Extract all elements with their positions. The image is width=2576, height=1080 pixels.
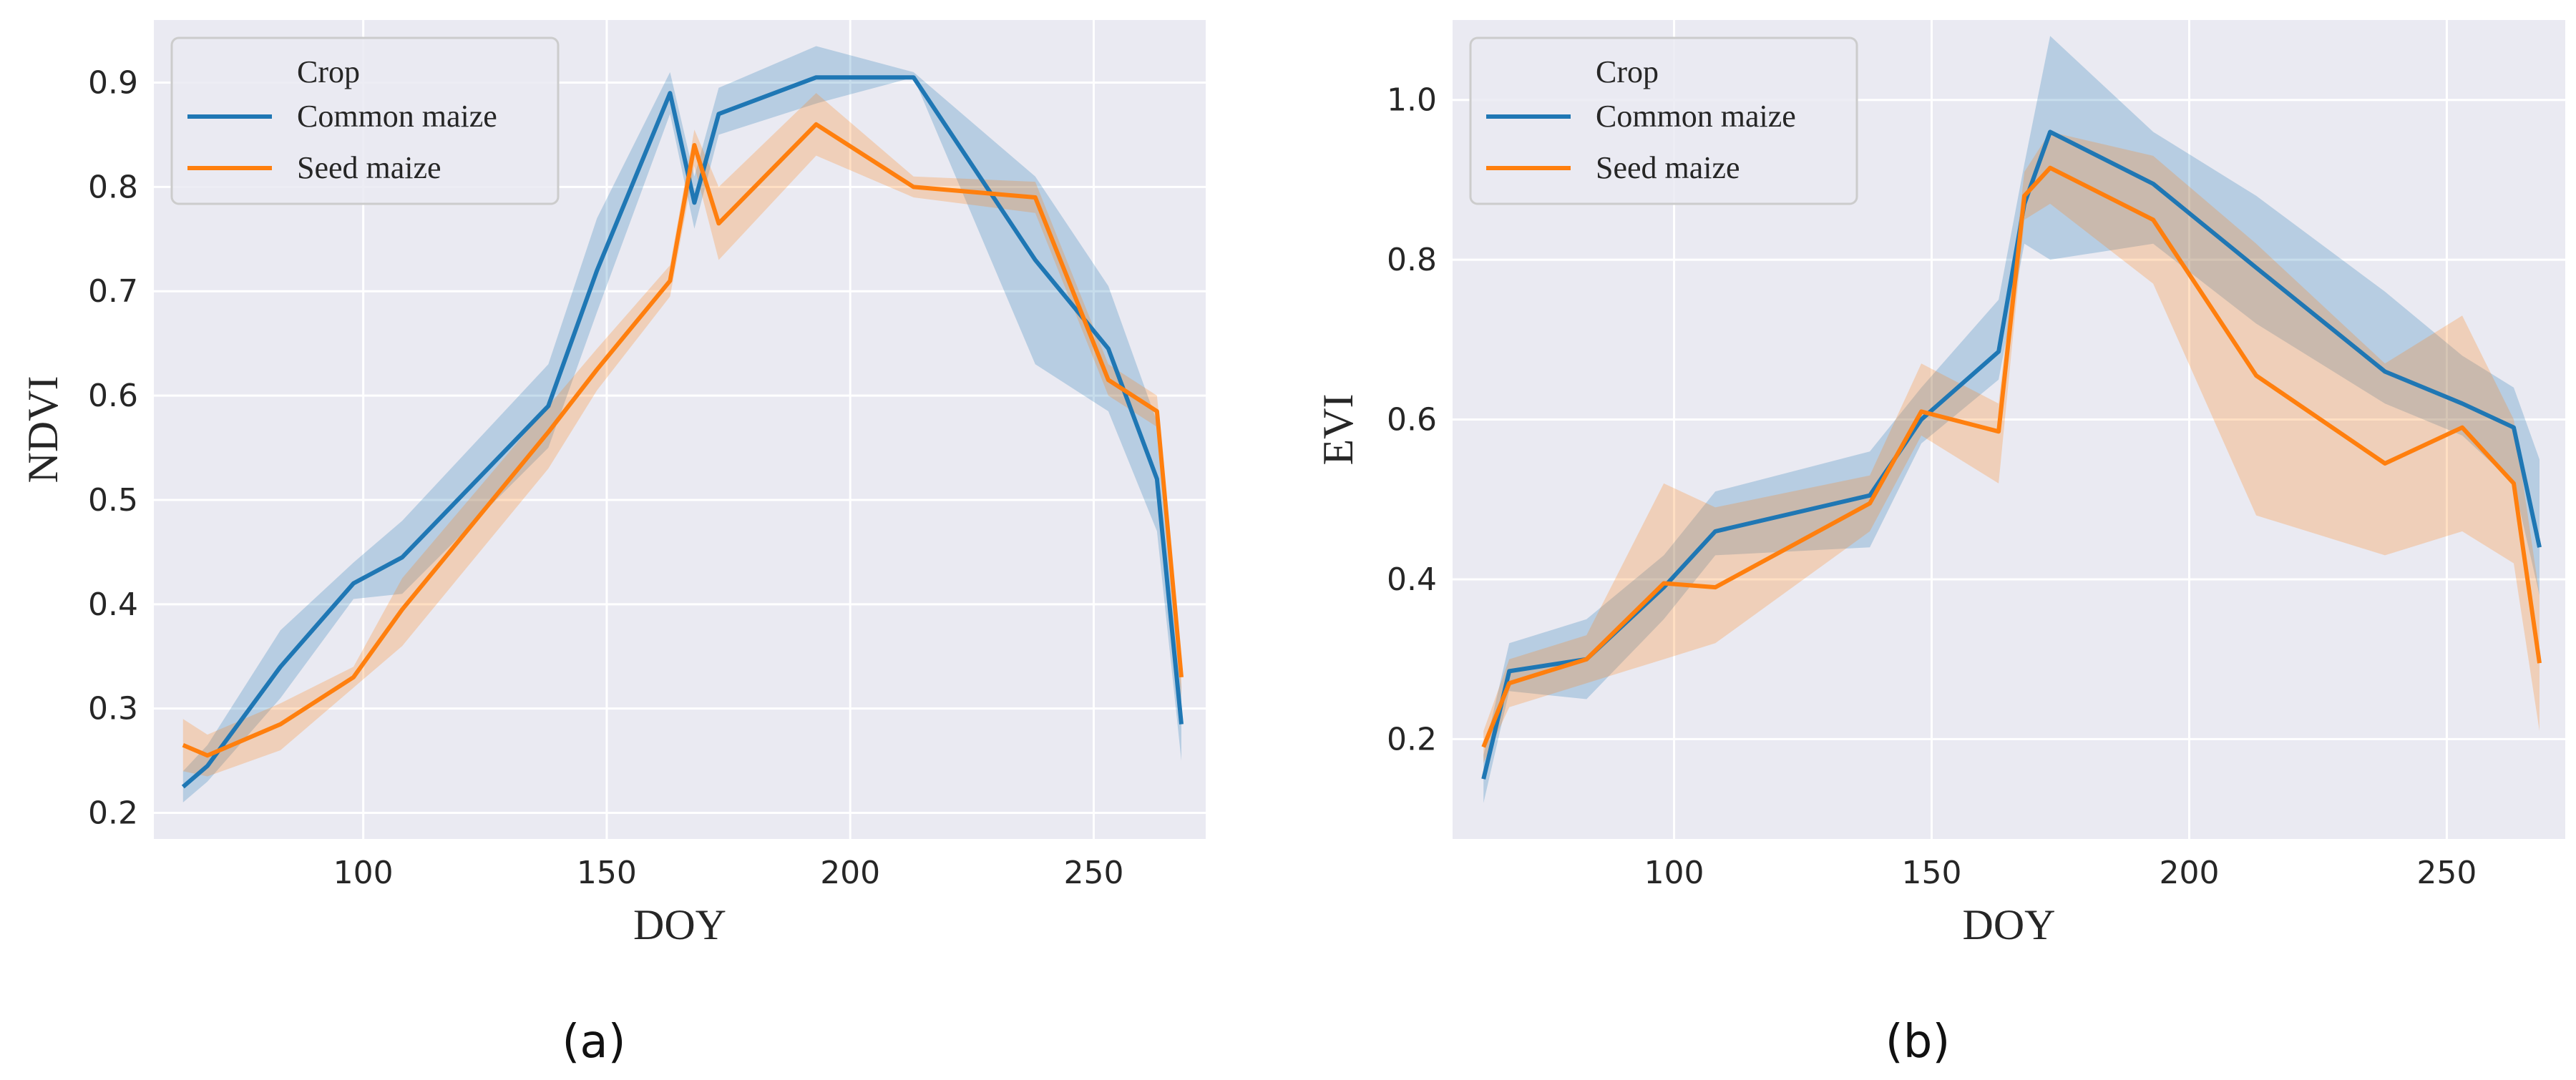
x-tick-label: 150 — [577, 855, 637, 891]
x-axis-label: DOY — [633, 901, 726, 948]
y-tick-label: 0.7 — [88, 273, 138, 310]
y-axis-label: EVI — [1314, 394, 1362, 466]
panel-caption: (b) — [1885, 1016, 1951, 1069]
legend-box — [1469, 36, 1858, 205]
y-tick-label: 0.8 — [88, 169, 138, 205]
y-tick-label: 0.2 — [88, 795, 138, 832]
x-tick-label: 200 — [820, 855, 880, 891]
x-tick-label: 200 — [2159, 855, 2219, 891]
y-tick-label: 1.0 — [1387, 82, 1437, 119]
legend-title: Crop — [1596, 54, 1659, 89]
legend-box — [170, 36, 560, 205]
seed-maize-confidence-band — [1483, 132, 2540, 763]
legend-label-seed-maize: Seed maize — [1596, 150, 1740, 185]
panel-a-ndvi: 100 150 200 250 0.2 0.3 0.4 0.5 0.6 0.7 0.8 0.9 DOY N… — [19, 20, 1206, 1069]
x-tick-label: 100 — [333, 855, 394, 891]
y-tick-label: 0.6 — [1387, 402, 1437, 438]
y-tick-label: 0.9 — [88, 65, 138, 102]
x-tick-label: 250 — [2416, 855, 2477, 891]
legend-title: Crop — [297, 54, 360, 89]
x-tick-label: 250 — [1063, 855, 1123, 891]
x-axis-label: DOY — [1963, 901, 2056, 948]
legend-label-seed-maize: Seed maize — [297, 150, 441, 185]
legend-label-common-maize: Common maize — [297, 99, 497, 134]
x-tick-label: 100 — [1644, 855, 1704, 891]
y-tick-label: 0.3 — [88, 691, 138, 727]
y-tick-label: 0.5 — [88, 482, 138, 519]
y-tick-label: 0.4 — [1387, 561, 1437, 598]
panel-b-evi: 100 150 200 250 0.2 0.4 0.6 0.8 1.0 DOY EVI Crop Com… — [1314, 20, 2565, 1069]
seed-maize-confidence-band — [182, 93, 1181, 777]
x-tick-label: 150 — [1902, 855, 1962, 891]
y-tick-label: 0.8 — [1387, 242, 1437, 278]
y-axis-label: NDVI — [19, 376, 67, 483]
y-tick-label: 0.6 — [88, 378, 138, 414]
legend-label-common-maize: Common maize — [1596, 99, 1796, 134]
y-tick-label: 0.2 — [1387, 721, 1437, 757]
seed-maize-line — [1481, 165, 2542, 748]
panel-caption: (a) — [562, 1016, 625, 1069]
y-tick-label: 0.4 — [88, 586, 138, 623]
seed-maize-line — [182, 122, 1184, 758]
common-maize-line — [181, 75, 1184, 789]
common-maize-confidence-band — [1483, 36, 2540, 803]
